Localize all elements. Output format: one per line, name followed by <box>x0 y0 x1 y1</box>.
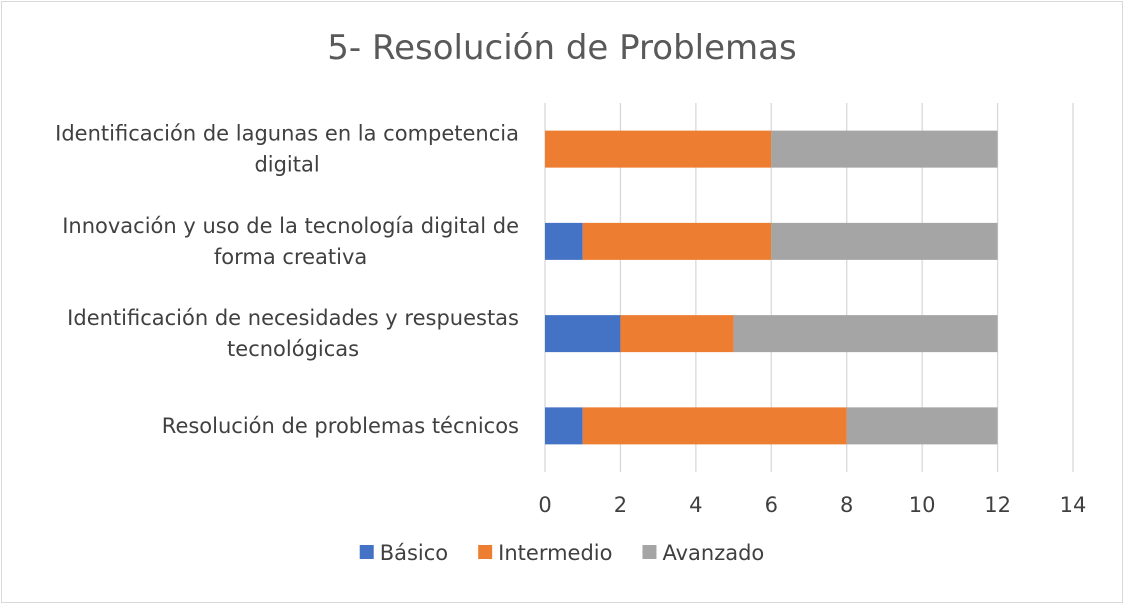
legend-label: Básico <box>380 541 448 565</box>
legend-label: Intermedio <box>498 541 612 565</box>
x-tick-label: 12 <box>984 493 1011 517</box>
chart-title: 5- Resolución de Problemas <box>327 28 796 68</box>
legend-swatch <box>478 545 493 559</box>
category-label: Identificación de necesidades y respuest… <box>67 306 519 330</box>
category-label: digital <box>254 153 319 177</box>
legend-swatch <box>642 545 657 559</box>
bar-segment <box>582 407 847 445</box>
category-labels: Identificación de lagunas en la competen… <box>55 122 519 438</box>
category-label: Identificación de lagunas en la competen… <box>55 122 519 146</box>
category-label: forma creativa <box>214 245 367 269</box>
legend-item: Avanzado <box>642 541 764 565</box>
legend: Básico Intermedio Avanzado <box>359 541 764 565</box>
x-tick-label: 2 <box>614 493 627 517</box>
bar-segment <box>620 315 734 353</box>
legend-item: Intermedio <box>478 541 612 565</box>
category-label: Innovación y uso de la tecnología digita… <box>62 214 519 238</box>
x-tick-label: 14 <box>1060 493 1087 517</box>
bar-segment <box>545 315 621 353</box>
bar-segment <box>545 407 583 445</box>
category-label: Resolución de problemas técnicos <box>162 414 519 438</box>
legend-label: Avanzado <box>662 541 764 565</box>
bar-segment <box>733 315 998 353</box>
x-tick-label: 4 <box>689 493 702 517</box>
bar-segment <box>545 130 772 168</box>
bar-segment <box>771 222 998 260</box>
category-label: tecnológicas <box>227 337 359 361</box>
x-tick-label: 8 <box>840 493 853 517</box>
legend-item: Básico <box>359 541 448 565</box>
bars <box>545 130 998 445</box>
x-tick-label: 10 <box>909 493 936 517</box>
x-tick-label: 0 <box>538 493 551 517</box>
bar-segment <box>846 407 998 445</box>
x-tick-labels: 0 2 4 6 8 10 12 14 <box>538 493 1086 517</box>
bar-segment <box>771 130 998 168</box>
bar-segment <box>545 222 583 260</box>
bar-segment <box>582 222 772 260</box>
x-tick-label: 6 <box>765 493 778 517</box>
legend-swatch <box>359 545 374 559</box>
